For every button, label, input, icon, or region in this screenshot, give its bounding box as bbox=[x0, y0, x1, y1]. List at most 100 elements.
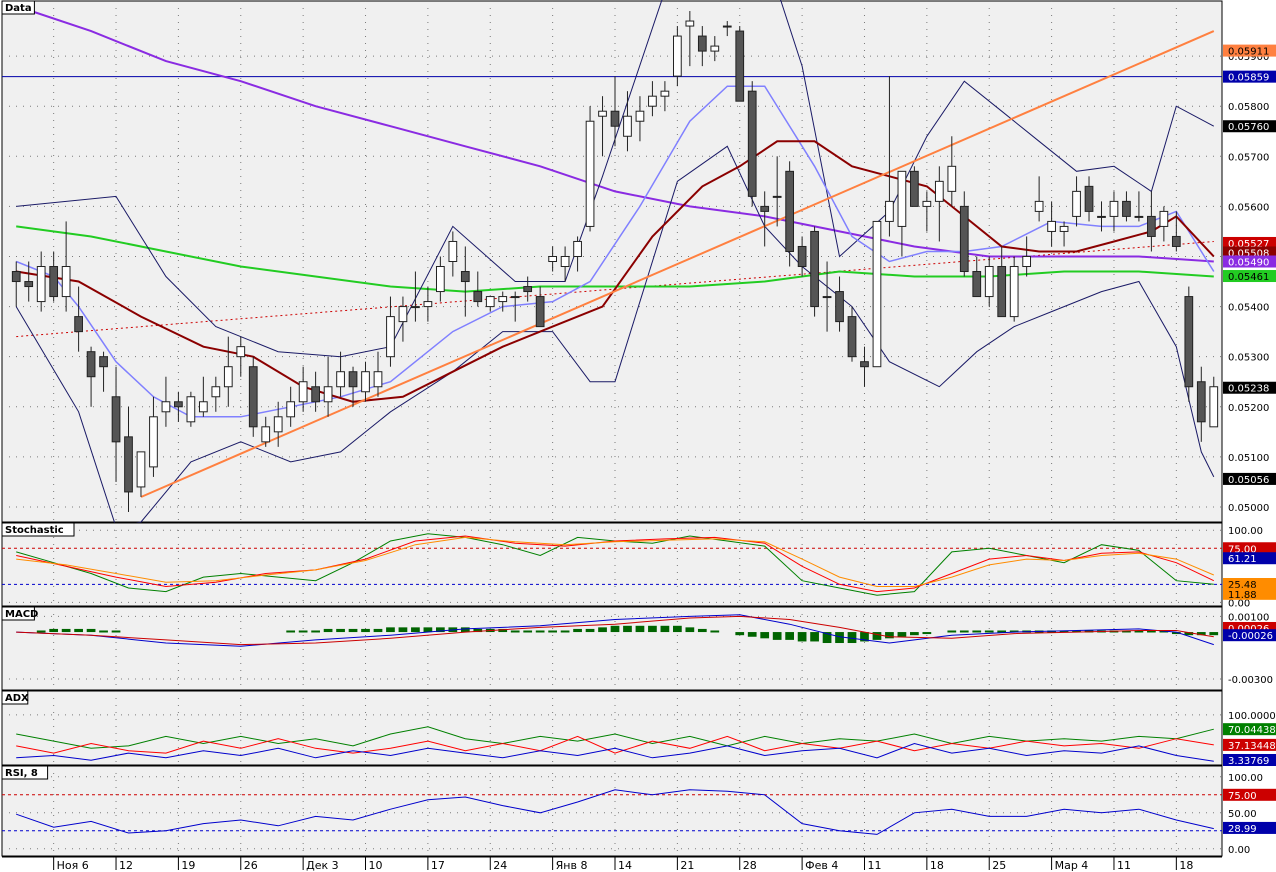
y-tick-label: 0.05400 bbox=[1228, 303, 1269, 314]
candle bbox=[860, 346, 869, 387]
x-tick-label: Мар 4 bbox=[1055, 859, 1089, 872]
candle-body bbox=[448, 240, 458, 262]
candle bbox=[498, 291, 508, 312]
candle-body bbox=[174, 401, 183, 408]
candle-body bbox=[810, 230, 819, 308]
macd-histogram-bar bbox=[61, 628, 71, 633]
axis-value-label: 61.21 bbox=[1223, 552, 1276, 565]
candle bbox=[722, 21, 732, 37]
candle bbox=[361, 361, 370, 402]
axis-value-label: 0.05490 bbox=[1223, 255, 1276, 269]
x-axis: Ноя 6 12 19 26 Дек 3 10 17 24 Янв 8 14 21 28 Фев 4 11… bbox=[2, 856, 1222, 872]
macd-histogram-bar bbox=[747, 632, 757, 637]
candle bbox=[810, 226, 819, 317]
x-tick-label: 24 bbox=[493, 859, 507, 872]
trendline bbox=[140, 30, 1215, 498]
candle bbox=[772, 156, 782, 227]
axis-value-label-text: 70.04438 bbox=[1228, 725, 1276, 736]
macd-histogram-bar bbox=[99, 630, 108, 633]
candle-body bbox=[1047, 220, 1056, 232]
macd-histogram-bar bbox=[585, 628, 595, 633]
candle-body bbox=[485, 296, 495, 308]
candle-body bbox=[885, 200, 894, 222]
macd-histogram-bar bbox=[286, 630, 296, 633]
candle bbox=[648, 81, 657, 117]
candle bbox=[460, 246, 470, 317]
macd-histogram-bar bbox=[1147, 630, 1156, 633]
candle-body bbox=[99, 356, 108, 368]
candle bbox=[1184, 286, 1194, 402]
candle-body bbox=[934, 180, 944, 202]
candle-body bbox=[1171, 235, 1181, 247]
candle bbox=[972, 256, 982, 298]
indicator-series-line bbox=[16, 742, 1214, 762]
candle bbox=[423, 286, 433, 322]
macd-histogram-bar bbox=[760, 632, 770, 639]
macd-histogram-bar bbox=[86, 628, 96, 633]
panel-title-box bbox=[1, 606, 35, 621]
macd-histogram-bar bbox=[460, 627, 470, 633]
panel-title-text: MACD bbox=[5, 609, 38, 620]
candle bbox=[760, 191, 770, 247]
candle bbox=[697, 26, 707, 67]
indicator-series-line bbox=[16, 726, 1214, 749]
axis-value-label-bg bbox=[1223, 552, 1276, 565]
axis-value-label-text: 11.88 bbox=[1228, 590, 1257, 601]
axis-value-label: 0.05508 bbox=[1223, 246, 1276, 259]
panel-title-box bbox=[1, 522, 75, 537]
candle-body bbox=[710, 45, 720, 52]
macd-histogram-bar bbox=[847, 632, 857, 644]
candle bbox=[822, 261, 832, 332]
candle-body bbox=[211, 386, 221, 398]
candle-body bbox=[198, 401, 208, 413]
candle-body bbox=[1184, 296, 1194, 388]
y-tick-label: 100.00 bbox=[1228, 773, 1263, 784]
candle-body bbox=[623, 115, 632, 137]
candle bbox=[398, 296, 408, 342]
y-tick-label: 0.05800 bbox=[1228, 102, 1269, 113]
candle-body bbox=[685, 20, 695, 27]
candle bbox=[598, 96, 607, 157]
candle bbox=[934, 166, 944, 242]
candle-body bbox=[435, 266, 445, 293]
axis-value-label-bg bbox=[1223, 578, 1276, 591]
y-tick-label: 0.00100 bbox=[1228, 612, 1269, 623]
macd-histogram-bar bbox=[523, 630, 533, 633]
macd-histogram-bar bbox=[835, 632, 844, 644]
macd-histogram-bar bbox=[311, 630, 320, 633]
panel-rsi-: 100.00 50.00 0.00 75.00 28.99 RSI, 8 bbox=[1, 765, 1276, 857]
candle-body bbox=[236, 346, 246, 358]
candle-body bbox=[947, 165, 957, 192]
candle-body bbox=[660, 90, 670, 97]
candle-body bbox=[398, 306, 408, 323]
candle-body bbox=[984, 266, 994, 298]
axis-value-label-text: 0.05508 bbox=[1228, 248, 1269, 259]
candle bbox=[473, 271, 483, 307]
candle-body bbox=[922, 200, 932, 207]
candle-body bbox=[760, 205, 770, 212]
candle-body bbox=[872, 220, 882, 368]
candle bbox=[386, 296, 395, 367]
x-tick-label: 21 bbox=[680, 859, 694, 872]
candle bbox=[273, 401, 283, 447]
macd-histogram-bar bbox=[36, 630, 46, 633]
axis-value-label: 0.05859 bbox=[1223, 70, 1276, 84]
axis-value-label: 0.05527 bbox=[1223, 236, 1276, 250]
candle-body bbox=[1134, 215, 1144, 218]
panel-title: MACD bbox=[1, 606, 38, 621]
x-tick-label: Фев 4 bbox=[805, 859, 838, 872]
candle bbox=[24, 261, 34, 302]
candle bbox=[11, 261, 21, 307]
candle-body bbox=[772, 195, 782, 198]
candle-body bbox=[847, 316, 857, 358]
axis-value-label-text: 0.05527 bbox=[1228, 239, 1269, 250]
x-tick-label: Ноя 6 bbox=[57, 859, 89, 872]
axis-value-label: 11.88 bbox=[1223, 587, 1276, 601]
macd-histogram-bar bbox=[411, 627, 420, 633]
macd-histogram-bar bbox=[1009, 630, 1019, 633]
axis-value-label-text: 0.05760 bbox=[1228, 122, 1269, 133]
x-tick-label: 19 bbox=[181, 859, 195, 872]
candle-body bbox=[373, 371, 383, 388]
axis-value-label-bg bbox=[1223, 70, 1276, 83]
axis-value-label-bg bbox=[1223, 472, 1276, 485]
